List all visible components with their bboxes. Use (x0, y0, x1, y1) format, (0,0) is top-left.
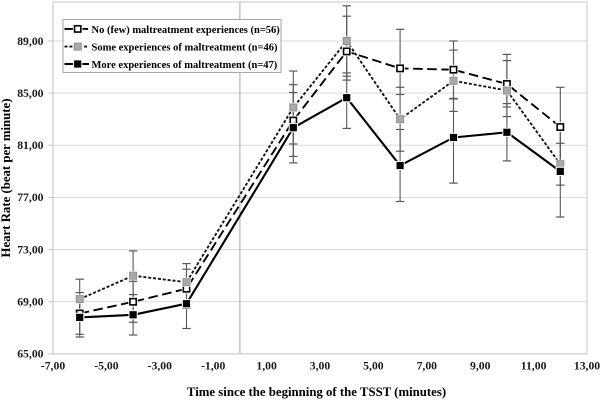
svg-text:-1,00: -1,00 (201, 359, 226, 372)
svg-text:3,00: 3,00 (310, 359, 331, 372)
svg-text:Some experiences of maltreatme: Some experiences of maltreatment (n=46) (92, 43, 278, 54)
svg-text:-5,00: -5,00 (94, 359, 119, 372)
svg-text:65,00: 65,00 (17, 348, 43, 361)
svg-text:-7,00: -7,00 (41, 359, 66, 372)
svg-text:5,00: 5,00 (363, 359, 384, 372)
svg-text:Time since the beginning of th: Time since the beginning of the TSST (mi… (187, 385, 446, 399)
svg-text:77,00: 77,00 (17, 191, 43, 204)
svg-text:89,00: 89,00 (17, 35, 43, 48)
svg-text:7,00: 7,00 (417, 359, 438, 372)
svg-text:9,00: 9,00 (470, 359, 491, 372)
svg-text:13,00: 13,00 (574, 359, 600, 372)
svg-text:69,00: 69,00 (17, 296, 43, 309)
svg-text:1,00: 1,00 (256, 359, 277, 372)
svg-text:-3,00: -3,00 (148, 359, 173, 372)
svg-text:85,00: 85,00 (17, 87, 43, 100)
svg-text:No (few) maltreatment experien: No (few) maltreatment experiences (n=56) (92, 25, 281, 36)
svg-text:73,00: 73,00 (17, 243, 43, 256)
svg-text:11,00: 11,00 (521, 359, 547, 372)
svg-text:Heart Rate (beat per minute): Heart Rate (beat per minute) (0, 99, 13, 258)
svg-text:More experiences of maltreatme: More experiences of maltreatment (n=47) (92, 60, 278, 71)
svg-text:81,00: 81,00 (17, 139, 43, 152)
